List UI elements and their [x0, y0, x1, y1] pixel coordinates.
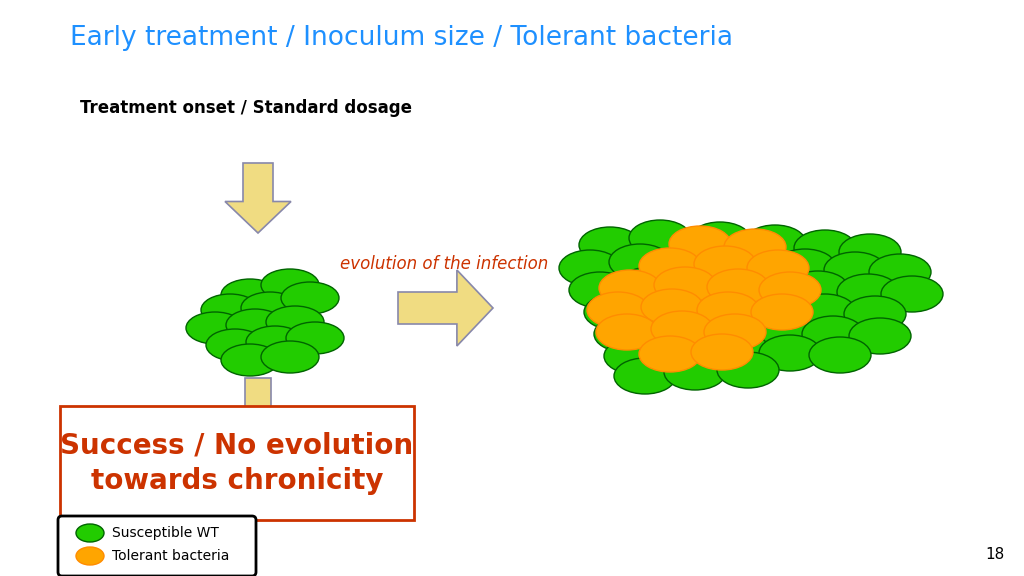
Ellipse shape [751, 294, 813, 330]
Ellipse shape [641, 289, 703, 325]
Ellipse shape [246, 326, 304, 358]
Ellipse shape [634, 290, 696, 326]
Ellipse shape [644, 312, 706, 348]
Ellipse shape [569, 272, 631, 308]
Text: Early treatment / Inoculum size / Tolerant bacteria: Early treatment / Inoculum size / Tolera… [70, 25, 733, 51]
Ellipse shape [824, 252, 886, 288]
Ellipse shape [774, 249, 836, 285]
Ellipse shape [614, 358, 676, 394]
Ellipse shape [226, 309, 284, 341]
Ellipse shape [587, 292, 649, 328]
FancyBboxPatch shape [60, 406, 414, 520]
Ellipse shape [837, 274, 899, 310]
Ellipse shape [809, 337, 871, 373]
Ellipse shape [749, 313, 811, 349]
Ellipse shape [261, 341, 319, 373]
Ellipse shape [705, 314, 766, 350]
Text: Tolerant bacteria: Tolerant bacteria [112, 549, 229, 563]
Ellipse shape [618, 267, 681, 303]
Ellipse shape [76, 524, 104, 542]
Ellipse shape [559, 250, 621, 286]
Ellipse shape [707, 269, 769, 305]
Ellipse shape [664, 242, 726, 278]
Ellipse shape [629, 220, 691, 256]
Ellipse shape [869, 254, 931, 290]
Ellipse shape [651, 311, 713, 347]
Ellipse shape [697, 292, 759, 328]
Ellipse shape [849, 318, 911, 354]
Ellipse shape [697, 310, 759, 346]
Ellipse shape [881, 276, 943, 312]
Ellipse shape [281, 282, 339, 314]
Ellipse shape [596, 314, 658, 350]
Ellipse shape [594, 316, 656, 352]
Ellipse shape [794, 230, 856, 266]
Text: Success / No evolution
towards chronicity: Success / No evolution towards chronicit… [60, 431, 414, 495]
Ellipse shape [584, 294, 646, 330]
Ellipse shape [221, 279, 279, 311]
Ellipse shape [689, 222, 751, 258]
Text: 18: 18 [986, 547, 1005, 562]
Ellipse shape [579, 227, 641, 263]
Ellipse shape [746, 250, 809, 286]
Ellipse shape [609, 244, 671, 280]
Ellipse shape [741, 291, 803, 327]
Ellipse shape [802, 316, 864, 352]
Text: evolution of the infection: evolution of the infection [340, 255, 548, 273]
Polygon shape [398, 270, 493, 346]
Ellipse shape [201, 294, 259, 326]
Ellipse shape [734, 268, 796, 304]
Ellipse shape [794, 294, 856, 330]
Ellipse shape [241, 292, 299, 324]
Ellipse shape [744, 225, 806, 261]
Polygon shape [230, 378, 286, 438]
FancyBboxPatch shape [58, 516, 256, 576]
Ellipse shape [839, 234, 901, 270]
Ellipse shape [206, 329, 264, 361]
Ellipse shape [221, 344, 279, 376]
Ellipse shape [759, 272, 821, 308]
Ellipse shape [717, 352, 779, 388]
Ellipse shape [844, 296, 906, 332]
Ellipse shape [691, 334, 753, 370]
Text: Treatment onset / Standard dosage: Treatment onset / Standard dosage [80, 99, 412, 117]
Ellipse shape [654, 267, 716, 303]
Ellipse shape [787, 271, 849, 307]
Ellipse shape [707, 332, 769, 368]
Ellipse shape [664, 354, 726, 390]
Ellipse shape [261, 269, 319, 301]
Ellipse shape [604, 338, 666, 374]
Ellipse shape [759, 335, 821, 371]
Ellipse shape [724, 229, 786, 265]
Ellipse shape [719, 245, 781, 281]
Ellipse shape [639, 248, 701, 284]
Ellipse shape [266, 306, 324, 338]
Ellipse shape [654, 334, 716, 370]
Ellipse shape [674, 265, 736, 301]
Text: Susceptible WT: Susceptible WT [112, 526, 219, 540]
Ellipse shape [669, 226, 731, 262]
Ellipse shape [286, 322, 344, 354]
Ellipse shape [694, 246, 756, 282]
Ellipse shape [687, 288, 749, 324]
Polygon shape [225, 163, 291, 233]
Ellipse shape [599, 270, 662, 306]
Ellipse shape [186, 312, 244, 344]
Ellipse shape [76, 547, 104, 565]
Ellipse shape [639, 336, 701, 372]
